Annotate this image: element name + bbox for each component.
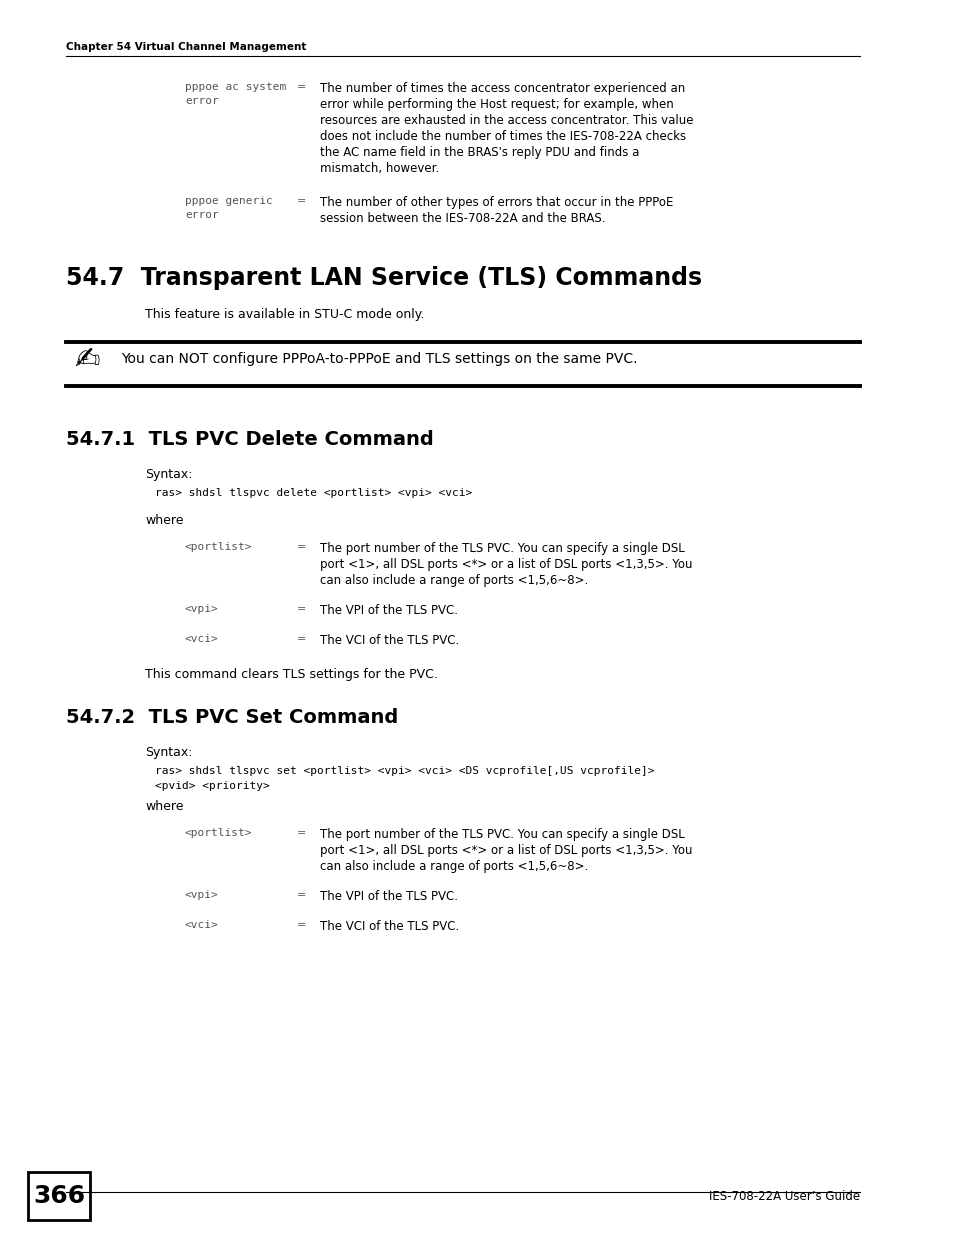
Text: <vpi>: <vpi> [185, 890, 218, 900]
Text: <vci>: <vci> [185, 634, 218, 643]
Text: session between the IES-708-22A and the BRAS.: session between the IES-708-22A and the … [319, 212, 605, 225]
Text: 54.7.1  TLS PVC Delete Command: 54.7.1 TLS PVC Delete Command [66, 430, 434, 450]
Text: ✍: ✍ [74, 346, 99, 375]
Text: =: = [296, 920, 306, 930]
Text: The VCI of the TLS PVC.: The VCI of the TLS PVC. [319, 634, 458, 647]
Text: 366: 366 [33, 1184, 85, 1208]
Text: The VPI of the TLS PVC.: The VPI of the TLS PVC. [319, 890, 457, 903]
Text: <vci>: <vci> [185, 920, 218, 930]
Text: can also include a range of ports <1,5,6~8>.: can also include a range of ports <1,5,6… [319, 574, 588, 587]
Text: resources are exhausted in the access concentrator. This value: resources are exhausted in the access co… [319, 114, 693, 127]
Text: The number of times the access concentrator experienced an: The number of times the access concentra… [319, 82, 684, 95]
Text: Chapter 54 Virtual Channel Management: Chapter 54 Virtual Channel Management [66, 42, 306, 52]
Text: ras> shdsl tlspvc delete <portlist> <vpi> <vci>: ras> shdsl tlspvc delete <portlist> <vpi… [154, 488, 472, 498]
Text: the AC name field in the BRAS's reply PDU and finds a: the AC name field in the BRAS's reply PD… [319, 146, 639, 159]
Text: This feature is available in STU-C mode only.: This feature is available in STU-C mode … [145, 308, 424, 321]
Text: =: = [296, 196, 306, 206]
Text: This command clears TLS settings for the PVC.: This command clears TLS settings for the… [145, 668, 437, 680]
Text: IES-708-22A User’s Guide: IES-708-22A User’s Guide [708, 1189, 859, 1203]
Text: error: error [185, 96, 218, 106]
Text: =: = [296, 890, 306, 900]
Text: pppoe generic: pppoe generic [185, 196, 273, 206]
Text: <portlist>: <portlist> [185, 827, 253, 839]
Text: <pvid> <priority>: <pvid> <priority> [154, 781, 270, 790]
Text: The number of other types of errors that occur in the PPPoE: The number of other types of errors that… [319, 196, 673, 209]
Text: The VCI of the TLS PVC.: The VCI of the TLS PVC. [319, 920, 458, 932]
Text: <vpi>: <vpi> [185, 604, 218, 614]
Text: =: = [296, 634, 306, 643]
Text: Syntax:: Syntax: [145, 468, 193, 480]
Text: 54.7  Transparent LAN Service (TLS) Commands: 54.7 Transparent LAN Service (TLS) Comma… [66, 266, 701, 290]
Text: =: = [296, 827, 306, 839]
Text: error: error [185, 210, 218, 220]
Bar [28, 1172, 90, 1220]
Text: port <1>, all DSL ports <*> or a list of DSL ports <1,3,5>. You: port <1>, all DSL ports <*> or a list of… [319, 558, 692, 571]
Text: error while performing the Host request; for example, when: error while performing the Host request;… [319, 98, 673, 111]
Text: can also include a range of ports <1,5,6~8>.: can also include a range of ports <1,5,6… [319, 860, 588, 873]
Text: port <1>, all DSL ports <*> or a list of DSL ports <1,3,5>. You: port <1>, all DSL ports <*> or a list of… [319, 844, 692, 857]
Text: =: = [296, 604, 306, 614]
Text: ras> shdsl tlspvc set <portlist> <vpi> <vci> <DS vcprofile[,US vcprofile]>: ras> shdsl tlspvc set <portlist> <vpi> <… [154, 766, 654, 776]
Text: Syntax:: Syntax: [145, 746, 193, 760]
Text: The port number of the TLS PVC. You can specify a single DSL: The port number of the TLS PVC. You can … [319, 542, 684, 555]
Text: where: where [145, 800, 183, 813]
Text: =: = [296, 82, 306, 91]
Text: 54.7.2  TLS PVC Set Command: 54.7.2 TLS PVC Set Command [66, 708, 397, 727]
Text: You can NOT configure PPPoA-to-PPPoE and TLS settings on the same PVC.: You can NOT configure PPPoA-to-PPPoE and… [121, 352, 637, 366]
Text: =: = [296, 542, 306, 552]
Text: mismatch, however.: mismatch, however. [319, 162, 438, 175]
Text: does not include the number of times the IES-708-22A checks: does not include the number of times the… [319, 130, 685, 143]
Text: The VPI of the TLS PVC.: The VPI of the TLS PVC. [319, 604, 457, 618]
Text: where: where [145, 514, 183, 527]
Text: <portlist>: <portlist> [185, 542, 253, 552]
Text: The port number of the TLS PVC. You can specify a single DSL: The port number of the TLS PVC. You can … [319, 827, 684, 841]
Text: pppoe ac system: pppoe ac system [185, 82, 286, 91]
